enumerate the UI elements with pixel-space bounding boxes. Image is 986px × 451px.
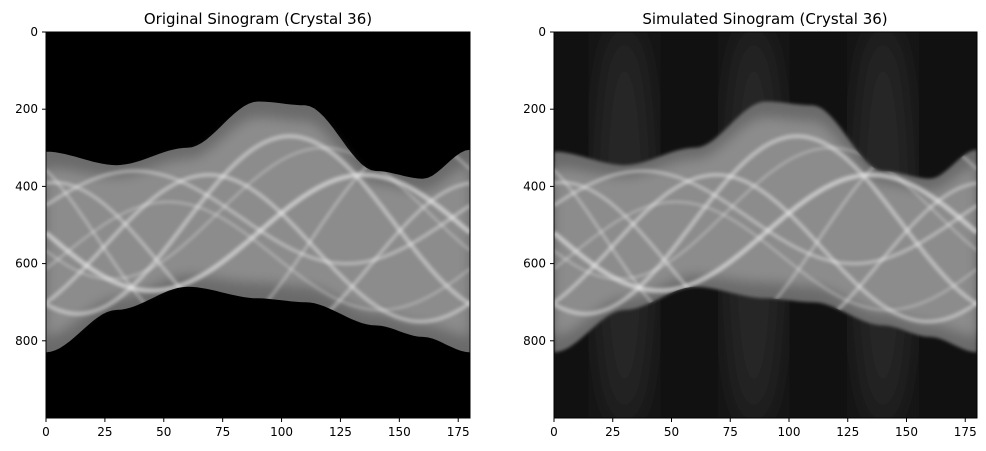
y-tick-label: 200: [523, 102, 546, 116]
sinusoid-trace: [46, 169, 470, 266]
y-tick-label: 800: [15, 334, 38, 348]
original-sinogram-image: [46, 32, 470, 418]
x-axis: 0 25 50 75 100 125 150 175: [42, 418, 470, 439]
x-tick-label: 0: [550, 425, 558, 439]
x-tick-label: 175: [447, 425, 470, 439]
x-tick-label: 125: [836, 425, 859, 439]
sinusoid-trace: [46, 172, 470, 324]
sinusoid-trace: [554, 200, 977, 312]
chart-title: Simulated Sinogram (Crystal 36): [642, 10, 887, 28]
x-tick-label: 50: [156, 425, 171, 439]
x-tick-label: 150: [388, 425, 411, 439]
x-axis: 0 25 50 75 100 125 150 175: [550, 418, 977, 439]
x-tick-label: 100: [778, 425, 801, 439]
sinusoid-trace: [554, 172, 977, 324]
x-tick-label: 50: [664, 425, 679, 439]
plot-frame: [553, 31, 978, 419]
y-tick-label: 400: [15, 179, 38, 193]
x-tick-label: 125: [329, 425, 352, 439]
x-tick-label: 75: [215, 425, 230, 439]
x-tick-label: 0: [42, 425, 50, 439]
sinusoid-trace: [46, 172, 470, 294]
sinusoid-trace: [46, 146, 470, 281]
y-tick-label: 800: [523, 334, 546, 348]
y-tick-label: 600: [523, 257, 546, 271]
plot-frame: [45, 31, 471, 419]
sinusoid-trace: [554, 169, 977, 266]
y-tick-label: 0: [30, 25, 38, 39]
simulated-sinogram-image: [554, 32, 977, 418]
y-axis: 0 200 400 600 800: [523, 25, 554, 348]
original-sinogram-panel: Original Sinogram (Crystal 36) 0 25 50 75 10…: [15, 10, 471, 439]
y-tick-label: 200: [15, 102, 38, 116]
x-tick-label: 25: [605, 425, 620, 439]
x-tick-label: 25: [97, 425, 112, 439]
sinusoid-trace: [46, 200, 470, 312]
y-tick-label: 0: [538, 25, 546, 39]
sinusoid-trace: [554, 146, 977, 281]
y-axis: 0 200 400 600 800: [15, 25, 46, 348]
chart-title: Original Sinogram (Crystal 36): [144, 10, 372, 28]
x-tick-label: 150: [895, 425, 918, 439]
simulated-sinogram-panel: Simulated Sinogram (Crystal 36) 0 25 50 75 1…: [523, 10, 978, 439]
y-tick-label: 400: [523, 179, 546, 193]
x-tick-label: 75: [723, 425, 738, 439]
x-tick-label: 175: [954, 425, 977, 439]
y-tick-label: 600: [15, 257, 38, 271]
x-tick-label: 100: [270, 425, 293, 439]
sinusoid-trace: [554, 172, 977, 294]
